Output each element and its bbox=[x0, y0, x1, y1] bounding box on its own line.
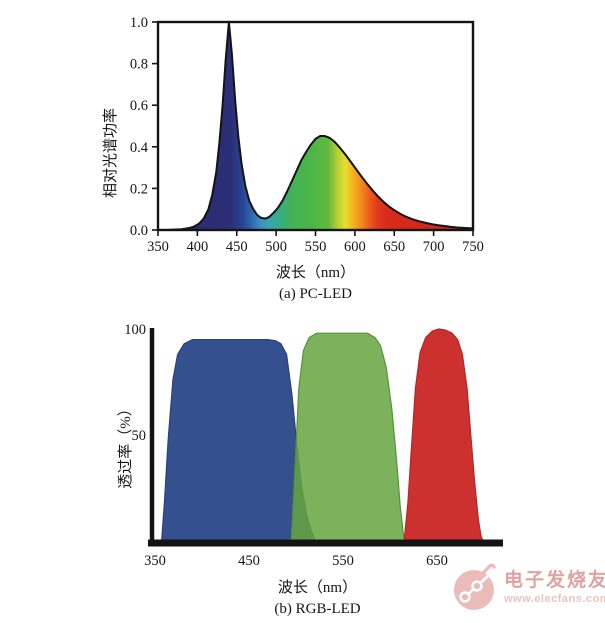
x-tick-label: 600 bbox=[344, 239, 366, 255]
x-tick-label: 350 bbox=[144, 553, 166, 569]
x-tick-label: 550 bbox=[332, 553, 354, 569]
y-tick-label: 0.8 bbox=[130, 57, 148, 73]
pc-led-x-axis-title: 波长（nm） bbox=[275, 265, 356, 281]
watermark-brand: 电子发烧友 bbox=[504, 569, 605, 591]
x-tick-label: 400 bbox=[187, 239, 209, 255]
x-tick-label: 450 bbox=[226, 239, 248, 255]
x-tick-label: 350 bbox=[147, 239, 169, 255]
x-tick-label: 550 bbox=[305, 239, 327, 255]
pc-led-caption: (a) PC-LED bbox=[279, 286, 352, 302]
y-tick-label: 0.0 bbox=[130, 223, 148, 239]
watermark-url: www.elecfans.com bbox=[504, 593, 605, 606]
watermark: 电子发烧友 www.elecfans.com bbox=[452, 564, 605, 612]
y-tick-label: 0.2 bbox=[130, 181, 148, 197]
x-tick-label: 700 bbox=[423, 239, 445, 255]
elecfans-logo-icon bbox=[454, 564, 496, 610]
rgb-led-x-axis-title: 波长（nm） bbox=[277, 580, 358, 596]
green-filter-band bbox=[290, 332, 406, 542]
y-tick-label: 1.0 bbox=[130, 15, 148, 31]
y-tick-label: 100 bbox=[124, 322, 146, 338]
y-tick-label: 0.6 bbox=[130, 98, 148, 114]
x-tick-label: 650 bbox=[426, 553, 448, 569]
rgb-led-chart: 50 100 350 450 550 650 bbox=[124, 322, 503, 569]
rgb-led-y-axis-title: 透过率（%） bbox=[118, 401, 134, 489]
red-filter-band bbox=[403, 328, 484, 542]
y-tick-label: 0.4 bbox=[130, 140, 149, 156]
pc-led-y-axis-title: 相对光谱功率 bbox=[103, 108, 119, 199]
y-tick-label: 50 bbox=[132, 428, 147, 444]
pc-led-spectrum-area bbox=[157, 21, 474, 231]
x-tick-label: 500 bbox=[265, 239, 287, 255]
rgb-led-caption: (b) RGB-LED bbox=[274, 601, 361, 617]
pc-led-chart: 350 400 450 500 550 600 650 700 750 0.0 0.2 0.4 0.6 0… bbox=[130, 15, 484, 255]
x-tick-label: 750 bbox=[462, 239, 484, 255]
x-tick-label: 650 bbox=[383, 239, 405, 255]
x-tick-label: 450 bbox=[238, 553, 260, 569]
